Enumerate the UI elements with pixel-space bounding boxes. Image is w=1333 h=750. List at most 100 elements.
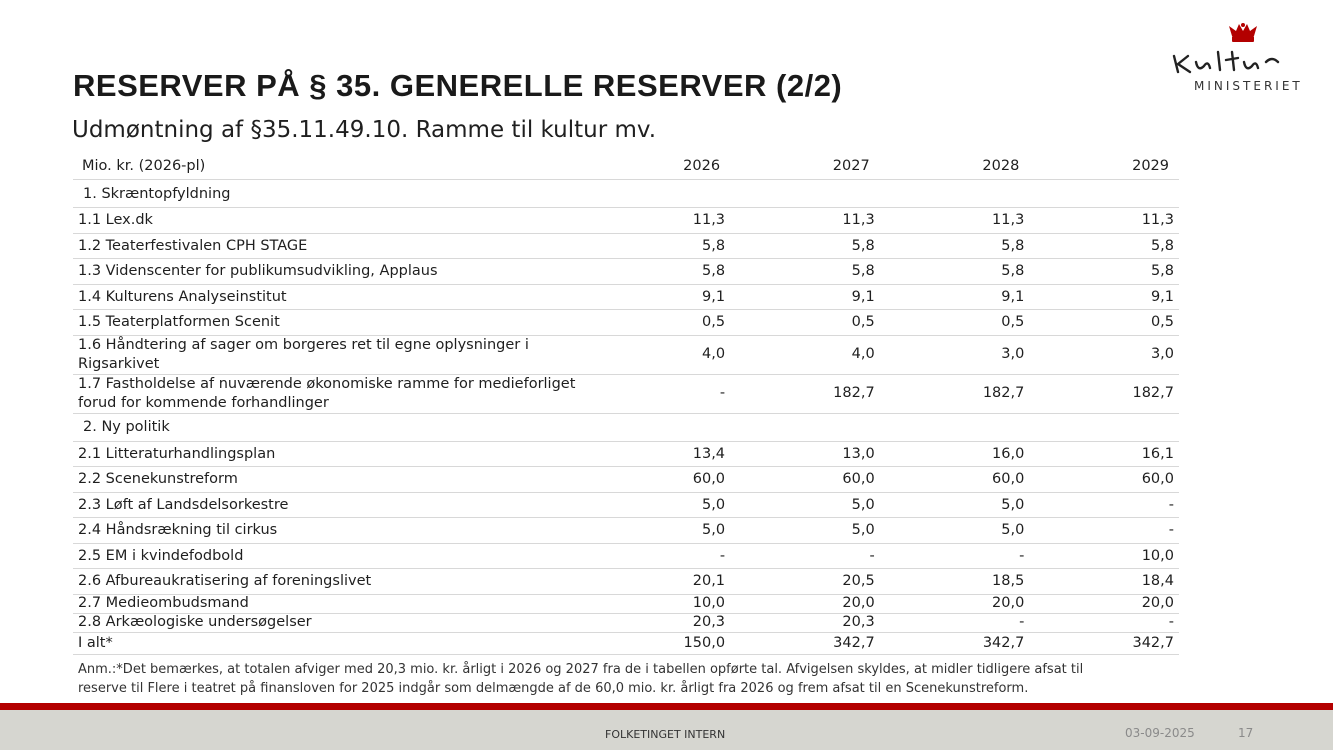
table-row: 1.2 Teaterfestivalen CPH STAGE 5,8 5,8 5… (73, 233, 1179, 259)
row-label: 1.6 Håndtering af sager om borgeres ret … (73, 335, 581, 375)
row-value: 16,1 (1029, 441, 1179, 467)
row-label: 2.6 Afbureaukratisering af foreningslive… (73, 568, 581, 595)
header-year: 2028 (879, 152, 1030, 180)
row-label: 1.5 Teaterplatformen Scenit (73, 309, 581, 336)
table-row: 2.8 Arkæologiske undersøgelser 20,3 20,3… (73, 613, 1179, 633)
row-value: - (1029, 517, 1179, 544)
row-label: 2.1 Litteraturhandlingsplan (73, 441, 581, 467)
row-value: 16,0 (879, 441, 1030, 467)
table-row: 2.1 Litteraturhandlingsplan 13,4 13,0 16… (73, 441, 1179, 467)
row-value: 182,7 (1029, 374, 1179, 414)
row-value: 182,7 (730, 374, 880, 414)
footer-classification: FOLKETINGET INTERN (605, 728, 726, 741)
footer-bar (0, 710, 1333, 750)
table-note: Anm.:*Det bemærkes, at totalen afviger m… (78, 660, 1083, 698)
note-line: Anm.:*Det bemærkes, at totalen afviger m… (78, 662, 1084, 677)
row-value: 9,1 (1029, 284, 1179, 310)
table-row: 2.4 Håndsrækning til cirkus 5,0 5,0 5,0 … (73, 517, 1179, 544)
row-value: 5,0 (580, 517, 731, 544)
section-header: 2. Ny politik (73, 413, 1179, 442)
row-value: 9,1 (879, 284, 1030, 310)
row-value: 0,5 (580, 309, 731, 336)
row-value: 20,3 (580, 613, 731, 633)
row-label-line: 1.6 Håndtering af sager om borgeres ret … (78, 336, 529, 353)
row-value: 11,3 (1029, 207, 1179, 234)
row-value: 5,8 (580, 233, 731, 259)
row-value: 20,0 (730, 594, 880, 614)
row-label: 1.3 Videnscenter for publikumsudvikling,… (73, 258, 581, 285)
footer-accent-bar (0, 703, 1333, 710)
row-label-line: Rigsarkivet (78, 355, 160, 372)
header-year: 2026 (580, 152, 731, 180)
row-value: 0,5 (730, 309, 880, 336)
row-value: 11,3 (730, 207, 880, 234)
table-row: 1.4 Kulturens Analyseinstitut 9,1 9,1 9,… (73, 284, 1179, 310)
row-label: 2.8 Arkæologiske undersøgelser (73, 613, 581, 633)
row-value: 20,0 (1029, 594, 1179, 614)
row-label: 2.5 EM i kvindefodbold (73, 543, 581, 569)
table-row: 2.5 EM i kvindefodbold - - - 10,0 (73, 543, 1179, 569)
table-row: 1.1 Lex.dk 11,3 11,3 11,3 11,3 (73, 207, 1179, 234)
row-value: 0,5 (1029, 309, 1179, 336)
row-label: 2.7 Medieombudsmand (73, 594, 581, 614)
row-label: 2.2 Scenekunstreform (73, 466, 581, 493)
row-value: 5,8 (879, 258, 1030, 285)
row-label-line: forud for kommende forhandlinger (78, 394, 329, 411)
row-value: 5,0 (580, 492, 731, 518)
row-label: 1.7 Fastholdelse af nuværende økonomiske… (73, 374, 581, 414)
row-value: - (580, 543, 731, 569)
row-value: 5,8 (879, 233, 1030, 259)
slide-title: RESERVER PÅ § 35. GENERELLE RESERVER (2/… (73, 68, 843, 103)
row-label: 2.4 Håndsrækning til cirkus (73, 517, 581, 544)
table-row: 2.7 Medieombudsmand 10,0 20,0 20,0 20,0 (73, 594, 1179, 614)
row-value: 0,5 (879, 309, 1030, 336)
kulturministeriet-logo (1172, 23, 1280, 74)
row-value: 60,0 (580, 466, 731, 493)
table-row: 1.6 Håndtering af sager om borgeres ret … (73, 335, 1179, 375)
row-label: 1.4 Kulturens Analyseinstitut (73, 284, 581, 310)
row-value: 11,3 (580, 207, 731, 234)
row-value: 60,0 (1029, 466, 1179, 493)
row-value: 60,0 (879, 466, 1030, 493)
row-value: 5,8 (1029, 258, 1179, 285)
row-value: - (1029, 613, 1179, 633)
row-label: 1.1 Lex.dk (73, 207, 581, 234)
table-row: 1.7 Fastholdelse af nuværende økonomiske… (73, 374, 1179, 414)
row-value: 13,0 (730, 441, 880, 467)
header-year: 2029 (1029, 152, 1179, 180)
total-row: I alt* 150,0 342,7 342,7 342,7 (73, 632, 1179, 655)
row-value: 4,0 (730, 335, 880, 375)
row-value: 5,0 (879, 517, 1030, 544)
row-value: - (879, 543, 1030, 569)
row-value: 10,0 (580, 594, 731, 614)
row-value: 5,8 (1029, 233, 1179, 259)
table-row: 1.3 Videnscenter for publikumsudvikling,… (73, 258, 1179, 285)
row-value: 9,1 (730, 284, 880, 310)
total-value: 150,0 (580, 632, 731, 655)
row-value: 5,0 (730, 492, 880, 518)
row-value: - (580, 374, 731, 414)
slide-subtitle: Udmøntning af §35.11.49.10. Ramme til ku… (72, 117, 657, 143)
row-value: 9,1 (580, 284, 731, 310)
logo-text: MINISTERIET (1194, 79, 1303, 93)
row-value: 13,4 (580, 441, 731, 467)
total-value: 342,7 (730, 632, 880, 655)
row-value: 18,4 (1029, 568, 1179, 595)
row-value: 20,1 (580, 568, 731, 595)
total-value: 342,7 (1029, 632, 1179, 655)
total-label: I alt* (73, 632, 581, 655)
row-value: 182,7 (879, 374, 1030, 414)
row-label: 1.2 Teaterfestivalen CPH STAGE (73, 233, 581, 259)
total-value: 342,7 (879, 632, 1030, 655)
row-value: 4,0 (580, 335, 731, 375)
row-value: - (879, 613, 1030, 633)
note-line: reserve til Flere i teatret på finanslov… (78, 681, 1029, 696)
row-value: 11,3 (879, 207, 1030, 234)
budget-table: Mio. kr. (2026-pl) 2026 2027 2028 2029 1… (73, 152, 1179, 655)
header-label: Mio. kr. (2026-pl) (73, 152, 581, 180)
table-row: 2.6 Afbureaukratisering af foreningslive… (73, 568, 1179, 595)
footer-date: 03-09-2025 (1125, 726, 1195, 740)
row-value: 10,0 (1029, 543, 1179, 569)
row-value: 20,3 (730, 613, 880, 633)
row-value: 5,8 (730, 258, 880, 285)
